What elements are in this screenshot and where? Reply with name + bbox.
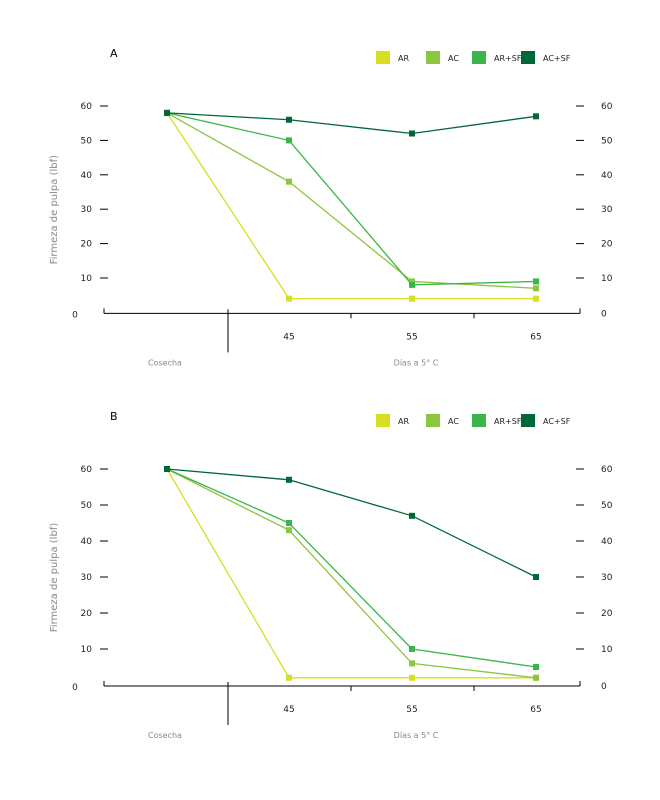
legend-label: AC+SF <box>543 417 571 426</box>
series-line-ar <box>166 468 536 679</box>
data-point-ac-sf <box>164 466 170 472</box>
y-tick-label-left: 30 <box>81 205 93 215</box>
chart-panel-b: B AR AC AR+SF AC+SF Firmeza de pulpa (lbf) 0 10… <box>49 410 613 740</box>
legend-swatch-ar <box>376 414 390 427</box>
y-tick-label-right: 20 <box>601 609 613 619</box>
y-tick-label-left: 50 <box>81 136 93 146</box>
legend-label: AC <box>448 54 459 63</box>
y-tick-label-right: 0 <box>601 682 607 692</box>
legend-swatch-ar <box>376 51 390 64</box>
data-point-ac <box>409 278 415 285</box>
y-axis-title: Firmeza de pulpa (lbf) <box>49 155 60 265</box>
panel-label: B <box>110 410 118 423</box>
x-origin-label: Cosecha <box>148 358 182 367</box>
y-tick-label-right: 50 <box>601 136 613 146</box>
y-tick-label-right: 10 <box>601 274 613 284</box>
series-line-ac-sf <box>166 112 537 135</box>
legend-swatch-ac-sf <box>521 414 535 427</box>
data-point-ar <box>533 295 539 302</box>
y-zero-label: 0 <box>72 310 78 320</box>
legend-swatch-ac <box>426 51 440 64</box>
data-point-ac <box>286 178 292 185</box>
chart-panel-a: A AR AC AR+SF AC+SF Firmeza de pulpa (lbf) 0 10… <box>49 47 613 367</box>
legend-label: AR+SF <box>494 54 522 63</box>
data-point-ar-sf <box>409 646 415 652</box>
x-tick-label: 45 <box>283 705 294 715</box>
data-point-ar-sf <box>533 278 539 285</box>
x-origin-label: Cosecha <box>148 731 182 740</box>
y-axis-title: Firmeza de pulpa (lbf) <box>49 523 60 633</box>
data-point-ac-sf <box>286 476 292 483</box>
x-tick-label: 65 <box>530 705 541 715</box>
y-tick-label-left: 20 <box>81 240 93 250</box>
y-tick-label-right: 50 <box>601 501 613 511</box>
data-point-ar-sf <box>533 664 539 670</box>
x-tick-label: 65 <box>530 332 541 342</box>
legend-label: AR <box>398 54 409 63</box>
data-point-ac-sf <box>409 130 415 137</box>
x-axis-title: Días a 5° C <box>394 358 439 367</box>
legend-swatch-ac-sf <box>521 51 535 64</box>
legend-label: AR <box>398 417 409 426</box>
data-point-ac-sf <box>533 113 539 120</box>
series-line-ar-sf <box>166 468 537 668</box>
y-tick-label-left: 40 <box>81 171 93 181</box>
data-point-ac <box>533 285 539 292</box>
y-tick-label-left: 20 <box>81 609 93 619</box>
legend-label: AC <box>448 417 459 426</box>
y-tick-label-right: 30 <box>601 205 613 215</box>
panel-label: A <box>110 47 118 60</box>
series-line-ar-sf <box>166 112 537 286</box>
data-point-ac-sf <box>164 109 170 116</box>
legend-swatch-ac <box>426 414 440 427</box>
y-tick-label-right: 20 <box>601 240 613 250</box>
y-tick-label-left: 50 <box>81 501 93 511</box>
data-point-ar-sf <box>409 281 415 288</box>
series-line-ac-sf <box>166 468 537 578</box>
data-point-ar <box>409 674 415 681</box>
x-tick-label: 55 <box>406 705 417 715</box>
data-point-ac <box>286 527 292 534</box>
series-line-ar <box>166 112 536 300</box>
y-zero-label: 0 <box>72 683 78 693</box>
y-tick-label-left: 60 <box>81 465 93 475</box>
series-line-ac <box>166 112 537 289</box>
y-tick-label-left: 30 <box>81 573 93 583</box>
y-tick-label-right: 40 <box>601 537 613 547</box>
legend-swatch-ar-sf <box>472 51 486 64</box>
legend-label: AC+SF <box>543 54 571 63</box>
data-point-ac <box>409 660 415 667</box>
x-axis-title: Días a 5° C <box>394 731 439 740</box>
x-tick-label: 55 <box>406 332 417 342</box>
y-tick-label-right: 10 <box>601 645 613 655</box>
y-tick-label-left: 10 <box>81 274 93 284</box>
y-tick-label-left: 60 <box>81 102 93 112</box>
y-tick-label-left: 40 <box>81 537 93 547</box>
data-point-ar <box>409 295 415 302</box>
y-tick-label-left: 10 <box>81 645 93 655</box>
legend-swatch-ar-sf <box>472 414 486 427</box>
data-point-ar <box>286 295 292 302</box>
y-tick-label-right: 60 <box>601 465 613 475</box>
data-point-ar-sf <box>286 520 292 526</box>
data-point-ac-sf <box>533 574 539 580</box>
data-point-ac-sf <box>286 116 292 123</box>
y-tick-label-right: 60 <box>601 102 613 112</box>
data-point-ar-sf <box>286 137 292 144</box>
data-point-ar <box>286 674 292 681</box>
legend-label: AR+SF <box>494 417 522 426</box>
series-line-ac <box>166 468 537 679</box>
y-tick-label-right: 30 <box>601 573 613 583</box>
y-tick-label-right: 40 <box>601 171 613 181</box>
data-point-ac-sf <box>409 512 415 519</box>
y-tick-label-right: 0 <box>601 309 607 319</box>
data-point-ac <box>533 674 539 681</box>
x-tick-label: 45 <box>283 332 294 342</box>
